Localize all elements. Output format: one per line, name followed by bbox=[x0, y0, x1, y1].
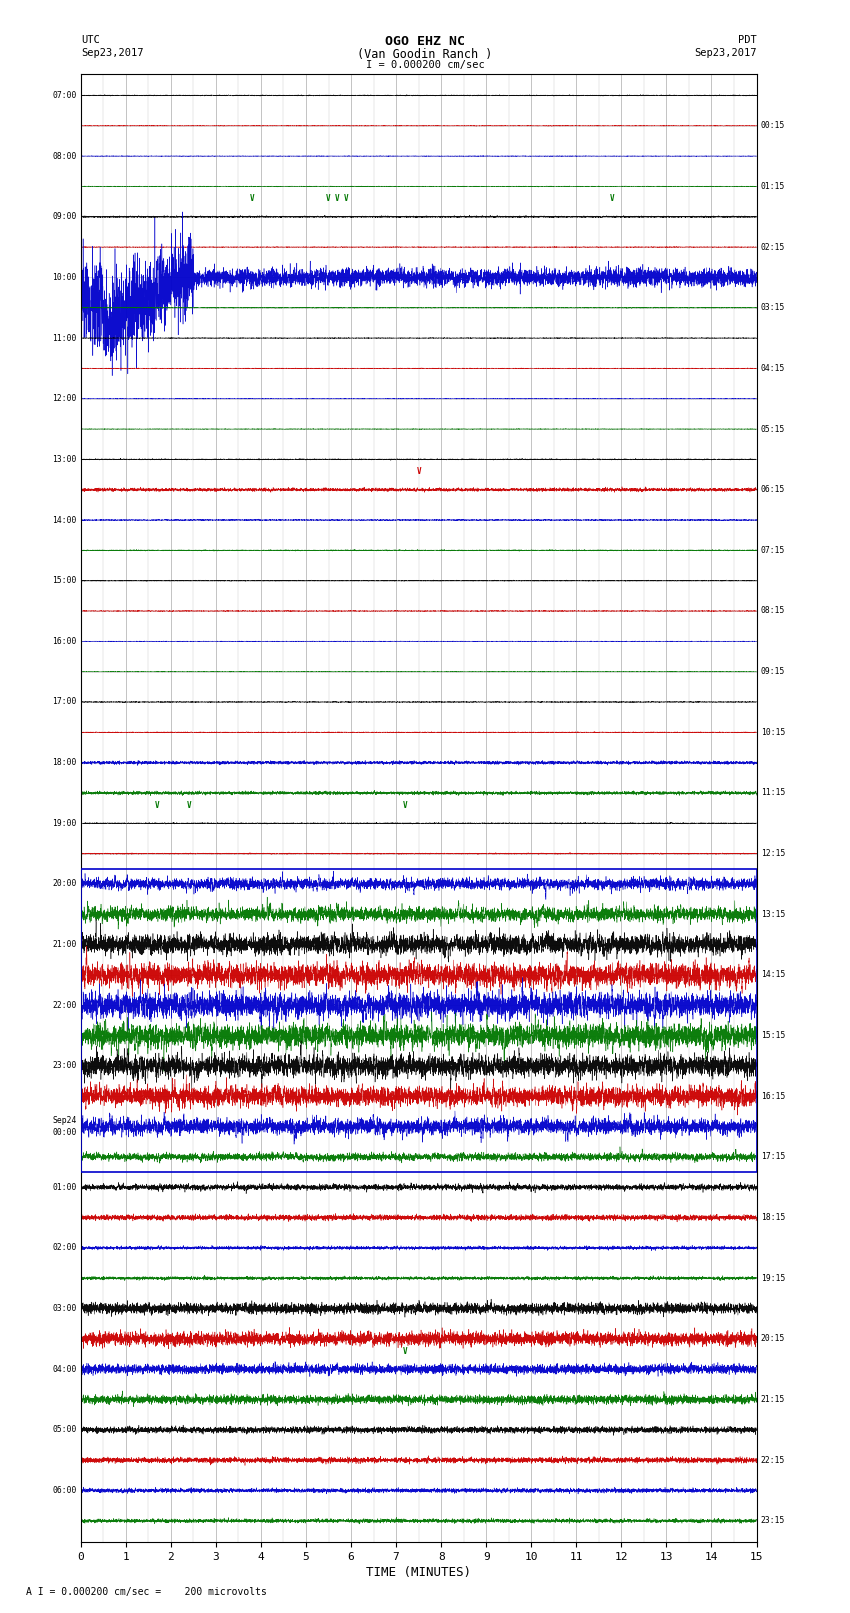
Text: 04:15: 04:15 bbox=[761, 365, 785, 373]
Text: 13:00: 13:00 bbox=[52, 455, 76, 465]
Text: V: V bbox=[250, 194, 254, 203]
Text: 00:00: 00:00 bbox=[52, 1129, 76, 1137]
Text: OGO EHZ NC: OGO EHZ NC bbox=[385, 35, 465, 48]
Text: 19:15: 19:15 bbox=[761, 1274, 785, 1282]
Text: V: V bbox=[326, 194, 331, 203]
Text: 14:15: 14:15 bbox=[761, 971, 785, 979]
Text: 07:00: 07:00 bbox=[52, 90, 76, 100]
Text: V: V bbox=[403, 1347, 407, 1355]
X-axis label: TIME (MINUTES): TIME (MINUTES) bbox=[366, 1566, 471, 1579]
Text: 08:15: 08:15 bbox=[761, 606, 785, 616]
Text: 11:00: 11:00 bbox=[52, 334, 76, 342]
Text: 19:00: 19:00 bbox=[52, 819, 76, 827]
Text: 15:00: 15:00 bbox=[52, 576, 76, 586]
Text: 22:00: 22:00 bbox=[52, 1000, 76, 1010]
Text: 07:15: 07:15 bbox=[761, 545, 785, 555]
Text: 23:15: 23:15 bbox=[761, 1516, 785, 1526]
Text: 00:15: 00:15 bbox=[761, 121, 785, 131]
Text: 03:00: 03:00 bbox=[52, 1303, 76, 1313]
Text: V: V bbox=[403, 800, 407, 810]
Text: I = 0.000200 cm/sec: I = 0.000200 cm/sec bbox=[366, 60, 484, 69]
Text: V: V bbox=[335, 194, 340, 203]
Text: PDT: PDT bbox=[738, 35, 756, 45]
Text: 05:00: 05:00 bbox=[52, 1426, 76, 1434]
Text: 09:15: 09:15 bbox=[761, 668, 785, 676]
Text: 20:15: 20:15 bbox=[761, 1334, 785, 1344]
Text: 18:15: 18:15 bbox=[761, 1213, 785, 1223]
Text: 16:15: 16:15 bbox=[761, 1092, 785, 1100]
Text: 23:00: 23:00 bbox=[52, 1061, 76, 1071]
Text: 11:15: 11:15 bbox=[761, 789, 785, 797]
Text: 02:00: 02:00 bbox=[52, 1244, 76, 1252]
Text: 03:15: 03:15 bbox=[761, 303, 785, 313]
Text: 01:15: 01:15 bbox=[761, 182, 785, 190]
Text: 22:15: 22:15 bbox=[761, 1455, 785, 1465]
Text: 02:15: 02:15 bbox=[761, 242, 785, 252]
Text: 08:00: 08:00 bbox=[52, 152, 76, 161]
Text: 04:00: 04:00 bbox=[52, 1365, 76, 1374]
Text: 01:00: 01:00 bbox=[52, 1182, 76, 1192]
Text: 10:00: 10:00 bbox=[52, 273, 76, 282]
Text: 17:15: 17:15 bbox=[761, 1152, 785, 1161]
Text: 15:15: 15:15 bbox=[761, 1031, 785, 1040]
Text: 10:15: 10:15 bbox=[761, 727, 785, 737]
Bar bbox=[81, 869, 756, 1173]
Text: 21:00: 21:00 bbox=[52, 940, 76, 948]
Text: 09:00: 09:00 bbox=[52, 213, 76, 221]
Text: 16:00: 16:00 bbox=[52, 637, 76, 645]
Text: A I = 0.000200 cm/sec =    200 microvolts: A I = 0.000200 cm/sec = 200 microvolts bbox=[26, 1587, 266, 1597]
Text: V: V bbox=[610, 194, 615, 203]
Text: 13:15: 13:15 bbox=[761, 910, 785, 919]
Text: 06:15: 06:15 bbox=[761, 486, 785, 494]
Text: Sep23,2017: Sep23,2017 bbox=[81, 48, 144, 58]
Text: (Van Goodin Ranch ): (Van Goodin Ranch ) bbox=[357, 48, 493, 61]
Text: 06:00: 06:00 bbox=[52, 1486, 76, 1495]
Text: V: V bbox=[186, 800, 191, 810]
Text: 05:15: 05:15 bbox=[761, 424, 785, 434]
Text: Sep23,2017: Sep23,2017 bbox=[694, 48, 756, 58]
Text: 12:15: 12:15 bbox=[761, 848, 785, 858]
Text: 18:00: 18:00 bbox=[52, 758, 76, 768]
Text: V: V bbox=[344, 194, 348, 203]
Text: 20:00: 20:00 bbox=[52, 879, 76, 889]
Text: 12:00: 12:00 bbox=[52, 394, 76, 403]
Text: 14:00: 14:00 bbox=[52, 516, 76, 524]
Text: V: V bbox=[155, 800, 160, 810]
Text: 21:15: 21:15 bbox=[761, 1395, 785, 1403]
Text: Sep24: Sep24 bbox=[52, 1116, 76, 1124]
Text: 17:00: 17:00 bbox=[52, 697, 76, 706]
Text: V: V bbox=[416, 468, 421, 476]
Text: UTC: UTC bbox=[81, 35, 99, 45]
